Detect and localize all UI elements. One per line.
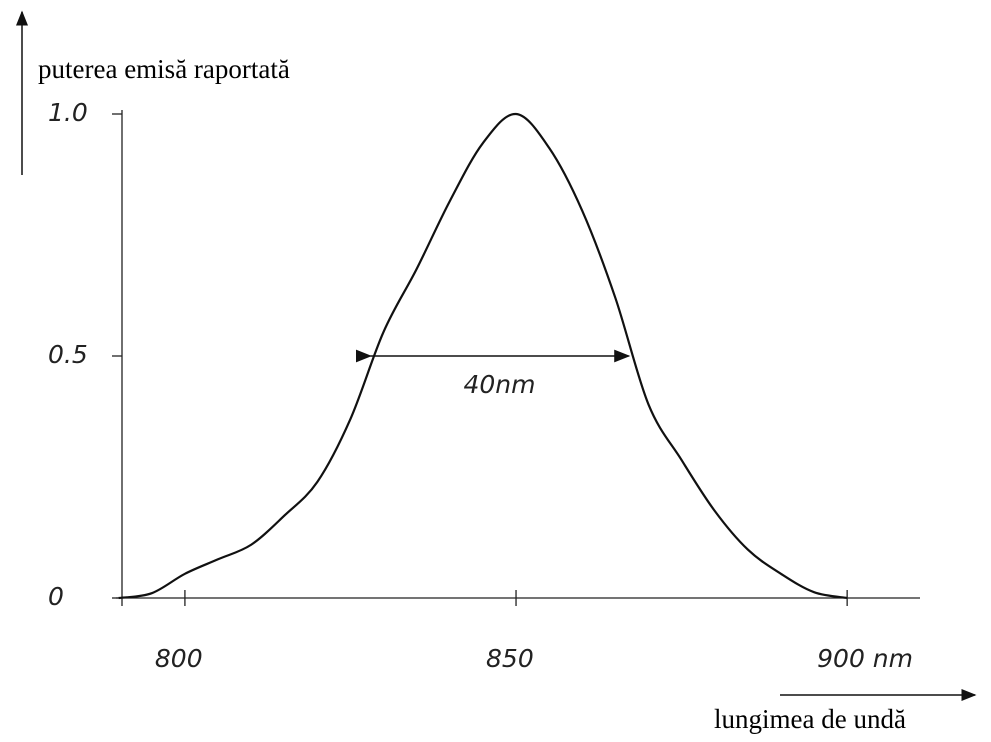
- x-axis-label: lungimea de undă: [714, 704, 906, 734]
- y-axis-label: puterea emisă raportată: [38, 54, 290, 84]
- x-tick-label: 800: [155, 644, 203, 673]
- y-tick-label: 1.0: [48, 98, 88, 127]
- y-tick-label: 0: [48, 582, 64, 611]
- x-tick-label: 900 nm: [817, 644, 913, 673]
- annotation-label: 40nm: [463, 370, 535, 399]
- x-tick-label: 850: [486, 644, 534, 673]
- curve: [118, 112, 848, 600]
- y-tick-label: 0.5: [48, 340, 88, 369]
